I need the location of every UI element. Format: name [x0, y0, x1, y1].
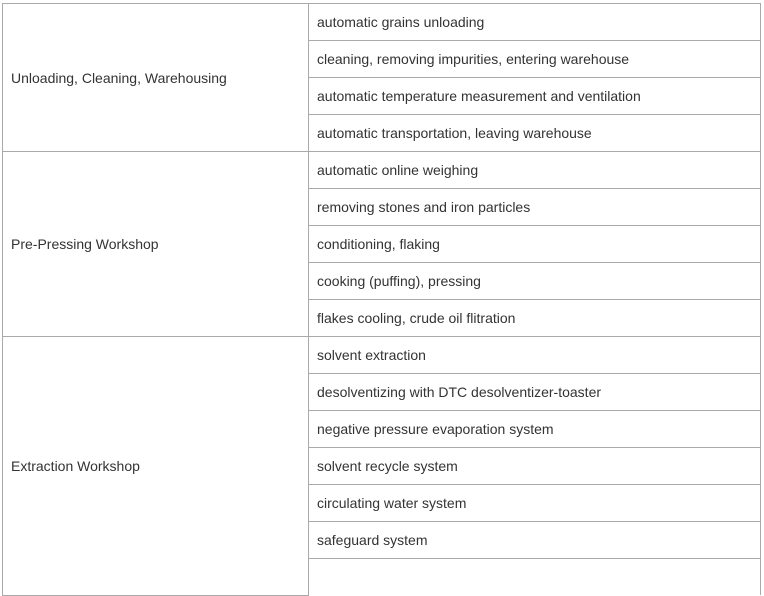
- step-cell: cleaning, removing impurities, entering …: [308, 40, 761, 78]
- step-cell: automatic transportation, leaving wareho…: [308, 114, 761, 152]
- table-row: flakes cooling, crude oil flitration: [3, 299, 761, 337]
- table-row: conditioning, flaking: [3, 225, 761, 263]
- process-table: Unloading, Cleaning, Warehousing automat…: [2, 3, 761, 596]
- step-cell: safeguard system: [308, 521, 761, 559]
- step-cell: conditioning, flaking: [308, 225, 761, 263]
- step-cell-empty: [308, 558, 761, 595]
- table-row: automatic temperature measurement and ve…: [3, 77, 761, 115]
- step-cell: negative pressure evaporation system: [308, 410, 761, 448]
- table-row: removing stones and iron particles: [3, 188, 761, 226]
- table-row: solvent recycle system: [3, 447, 761, 485]
- section-name-cell: Extraction Workshop: [2, 336, 309, 596]
- table-row: Unloading, Cleaning, Warehousing automat…: [2, 3, 761, 152]
- section-name-cell: Pre-Pressing Workshop: [2, 151, 309, 337]
- step-cell: flakes cooling, crude oil flitration: [308, 299, 761, 337]
- process-table-body: Unloading, Cleaning, Warehousing automat…: [2, 3, 761, 596]
- step-cell: desolventizing with DTC desolventizer-to…: [308, 373, 761, 411]
- table-row: Extraction Workshop solvent extraction: [2, 336, 761, 596]
- step-cell: cooking (puffing), pressing: [308, 262, 761, 300]
- section-name-cell: Unloading, Cleaning, Warehousing: [2, 3, 309, 152]
- step-cell: solvent recycle system: [308, 447, 761, 485]
- table-row: desolventizing with DTC desolventizer-to…: [3, 373, 761, 411]
- table-row: negative pressure evaporation system: [3, 410, 761, 448]
- step-cell: solvent extraction: [308, 336, 761, 374]
- step-cell: automatic temperature measurement and ve…: [308, 77, 761, 115]
- table-row: cleaning, removing impurities, entering …: [3, 40, 761, 78]
- table-row: circulating water system: [3, 484, 761, 522]
- table-row: Pre-Pressing Workshop automatic online w…: [2, 151, 761, 337]
- step-cell: automatic grains unloading: [308, 3, 761, 41]
- step-cell: automatic online weighing: [308, 151, 761, 189]
- step-cell: circulating water system: [308, 484, 761, 522]
- step-cell: removing stones and iron particles: [308, 188, 761, 226]
- table-row: safeguard system: [3, 521, 761, 559]
- table-row: cooking (puffing), pressing: [3, 262, 761, 300]
